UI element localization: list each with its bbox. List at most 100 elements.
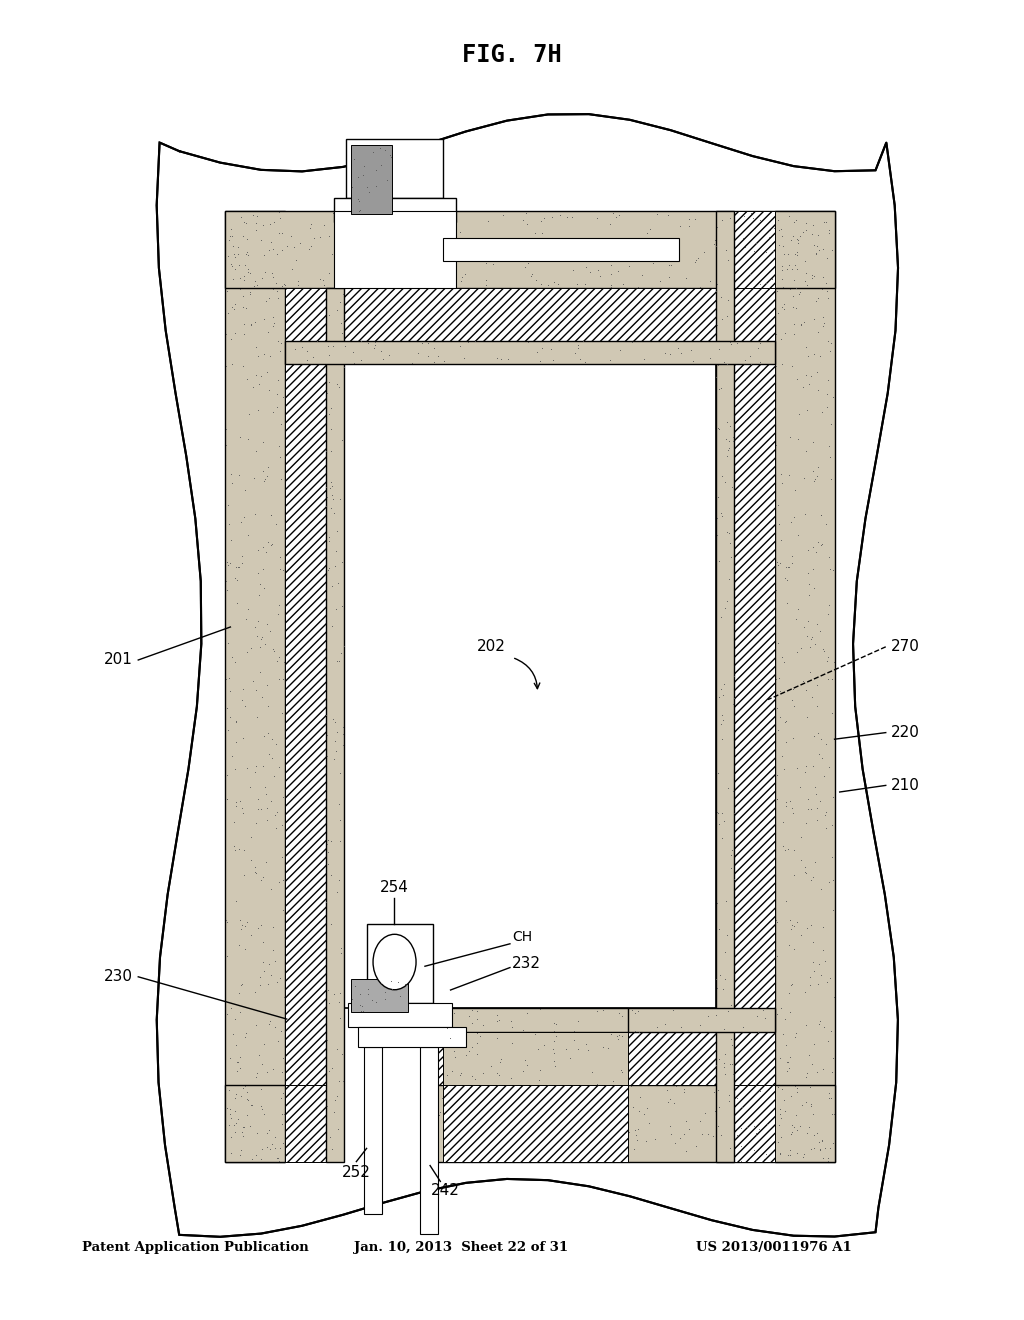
Point bbox=[321, 263, 337, 284]
Point bbox=[330, 573, 346, 594]
Point bbox=[253, 799, 269, 820]
Point bbox=[273, 814, 290, 836]
Point bbox=[233, 545, 250, 566]
Point bbox=[822, 1088, 839, 1109]
Point bbox=[504, 1032, 520, 1053]
Point bbox=[255, 536, 271, 557]
Point bbox=[800, 562, 816, 583]
Point bbox=[676, 1078, 692, 1100]
Point bbox=[429, 345, 445, 366]
Point bbox=[264, 263, 281, 284]
Point bbox=[803, 799, 819, 820]
Point bbox=[526, 1023, 543, 1044]
Point bbox=[419, 345, 435, 366]
Point bbox=[786, 507, 803, 528]
Point bbox=[460, 331, 476, 352]
Point bbox=[603, 1086, 620, 1107]
Point bbox=[283, 226, 299, 247]
Point bbox=[783, 545, 800, 566]
Point bbox=[811, 239, 827, 260]
Point bbox=[500, 348, 516, 370]
Point bbox=[260, 973, 276, 994]
Point bbox=[771, 1143, 787, 1164]
Point bbox=[735, 1016, 752, 1038]
Point bbox=[589, 207, 605, 228]
Point bbox=[531, 999, 548, 1020]
Point bbox=[802, 661, 818, 682]
Point bbox=[719, 590, 735, 611]
Point bbox=[263, 504, 280, 525]
Point bbox=[578, 256, 594, 277]
Point bbox=[810, 953, 826, 974]
Point bbox=[768, 579, 784, 601]
Point bbox=[821, 223, 838, 244]
Point bbox=[775, 812, 792, 833]
Point bbox=[772, 1098, 788, 1119]
Point bbox=[345, 148, 361, 169]
Point bbox=[785, 269, 802, 290]
Point bbox=[234, 226, 251, 247]
Text: 242: 242 bbox=[431, 1183, 460, 1199]
Point bbox=[250, 539, 266, 560]
Point bbox=[352, 202, 369, 223]
Point bbox=[226, 651, 243, 672]
Point bbox=[270, 603, 287, 624]
Point bbox=[265, 315, 282, 337]
Point bbox=[709, 1005, 725, 1026]
Point bbox=[821, 341, 838, 362]
Point bbox=[256, 244, 272, 265]
Point bbox=[710, 263, 726, 284]
Point bbox=[368, 160, 384, 181]
Point bbox=[221, 681, 238, 702]
Point bbox=[713, 503, 729, 524]
Point bbox=[219, 495, 236, 516]
Point bbox=[600, 1038, 616, 1059]
Point bbox=[785, 323, 802, 345]
Point bbox=[701, 271, 718, 292]
Point bbox=[523, 1006, 540, 1027]
Bar bbox=[443, 1008, 628, 1032]
Point bbox=[435, 1102, 452, 1123]
Point bbox=[231, 267, 248, 288]
Point bbox=[776, 1101, 793, 1122]
Point bbox=[355, 207, 372, 228]
Point bbox=[809, 1122, 825, 1143]
Point bbox=[738, 1117, 755, 1138]
Point bbox=[355, 156, 372, 177]
Point bbox=[813, 965, 829, 986]
Point bbox=[662, 236, 678, 257]
Point bbox=[719, 289, 735, 310]
Point bbox=[669, 247, 685, 268]
Point bbox=[265, 1059, 282, 1080]
Point bbox=[274, 870, 291, 891]
Point bbox=[772, 1127, 788, 1148]
Point bbox=[520, 1117, 537, 1138]
Point bbox=[226, 1008, 243, 1030]
Point bbox=[723, 857, 739, 878]
Point bbox=[782, 919, 799, 940]
Point bbox=[548, 236, 564, 257]
Point bbox=[227, 322, 244, 343]
Point bbox=[336, 356, 352, 378]
Point bbox=[810, 532, 826, 553]
Point bbox=[818, 248, 835, 269]
Point bbox=[335, 1071, 351, 1092]
Point bbox=[783, 797, 800, 818]
Point bbox=[774, 255, 791, 276]
Point bbox=[784, 973, 801, 994]
Point bbox=[469, 1008, 485, 1030]
Point bbox=[488, 1005, 505, 1026]
Point bbox=[272, 207, 289, 228]
Point bbox=[222, 1098, 239, 1119]
Point bbox=[504, 1016, 520, 1038]
Bar bbox=[367, 924, 433, 1003]
Point bbox=[249, 1063, 265, 1084]
Point bbox=[769, 552, 785, 573]
Point bbox=[807, 851, 823, 873]
Point bbox=[824, 870, 841, 891]
Point bbox=[799, 263, 815, 284]
Point bbox=[319, 854, 336, 875]
Point bbox=[331, 228, 347, 249]
Bar bbox=[443, 1032, 628, 1085]
Point bbox=[724, 780, 740, 801]
